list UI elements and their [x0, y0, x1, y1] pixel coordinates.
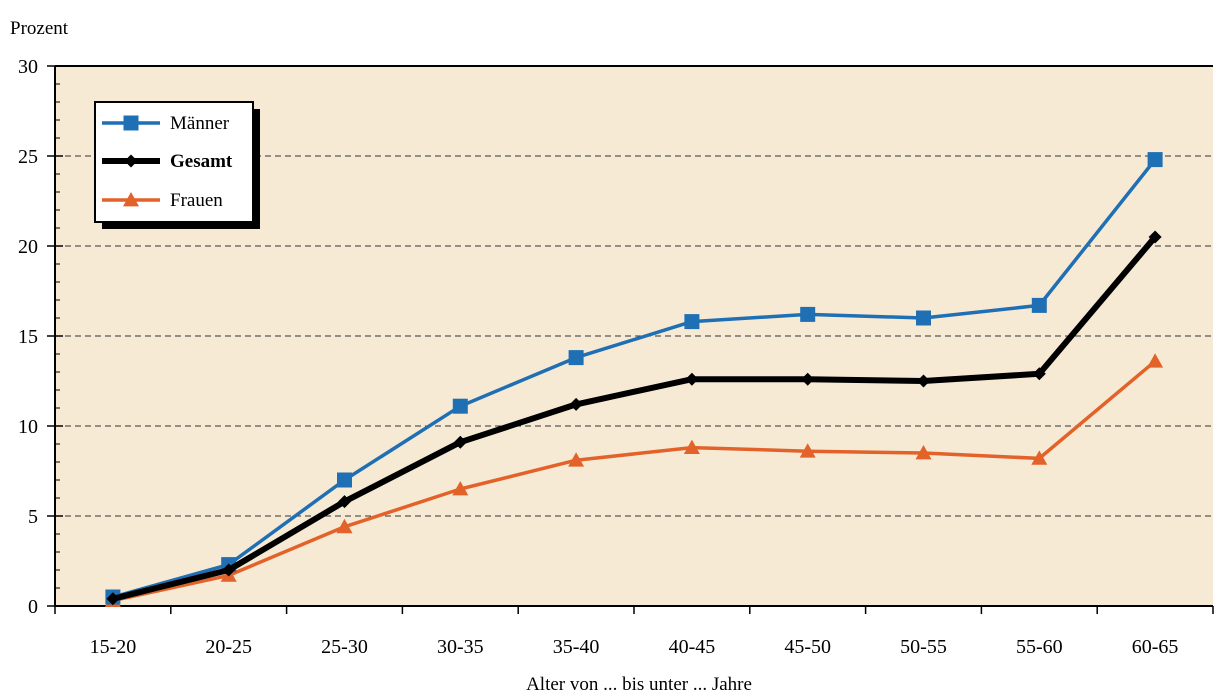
data-point-square — [1031, 297, 1047, 313]
data-point-triangle — [1147, 353, 1164, 368]
data-point-diamond — [338, 495, 351, 509]
data-point-triangle — [915, 445, 932, 460]
series-line — [112, 235, 1158, 602]
data-point-square — [452, 398, 468, 414]
data-point-diamond — [685, 372, 699, 386]
x-tick-label: 25-30 — [321, 636, 368, 658]
data-point-triangle — [123, 192, 139, 207]
legend-label: Gesamt — [170, 151, 233, 172]
data-point-diamond — [124, 154, 138, 168]
x-tick-label: 45-50 — [784, 636, 831, 658]
series-line — [112, 158, 1157, 599]
data-point-diamond — [1032, 367, 1046, 381]
data-point-triangle — [452, 481, 469, 496]
data-point-diamond — [801, 372, 815, 386]
data-point-square — [1147, 152, 1163, 168]
legend-label: Männer — [170, 113, 230, 134]
x-tick-label: 40-45 — [669, 636, 716, 658]
y-tick-label: 5 — [28, 506, 38, 528]
x-tick-label: 50-55 — [900, 636, 947, 658]
y-tick-label: 0 — [28, 596, 38, 618]
x-axis-title: Alter von ... bis unter ... Jahre — [526, 674, 752, 693]
y-tick-label: 15 — [18, 326, 38, 348]
data-point-diamond — [1148, 230, 1162, 244]
legend-item-gesamt: Gesamt — [102, 151, 233, 172]
data-point-square — [337, 472, 352, 488]
y-tick-label: 25 — [18, 146, 38, 168]
data-point-triangle — [799, 443, 816, 458]
series-gesamt — [106, 230, 1162, 606]
legend-label: Frauen — [170, 190, 223, 211]
data-point-triangle — [683, 439, 700, 454]
data-point-diamond — [569, 397, 583, 411]
series-line — [112, 359, 1157, 603]
legend-item-frauen: Frauen — [102, 190, 223, 211]
x-tick-label: 35-40 — [553, 636, 600, 658]
data-point-diamond — [106, 592, 120, 606]
data-point-triangle — [568, 452, 585, 467]
legend-item-männer: Männer — [102, 113, 230, 134]
data-point-diamond — [222, 563, 236, 577]
data-point-triangle — [336, 518, 353, 534]
data-point-diamond — [917, 374, 930, 388]
data-point-square — [684, 314, 700, 330]
y-axis-title: Prozent — [10, 18, 69, 39]
data-point-square — [916, 310, 931, 326]
y-tick-label: 10 — [18, 416, 38, 438]
x-tick-label: 30-35 — [437, 636, 484, 658]
x-tick-label: 60-65 — [1132, 636, 1179, 658]
x-tick-label: 55-60 — [1016, 636, 1063, 658]
data-point-diamond — [453, 435, 467, 449]
data-point-triangle — [1031, 450, 1048, 465]
y-tick-label: 20 — [18, 236, 38, 258]
x-tick-label: 15-20 — [90, 636, 137, 658]
data-point-square — [800, 306, 816, 322]
series-layer — [104, 152, 1164, 607]
x-tick-label: 20-25 — [205, 636, 252, 658]
y-tick-label: 30 — [18, 56, 38, 78]
axes: 0 5 10 15 20 25 30 15-20 20-25 25-30 30-35 35-40 40-… — [18, 56, 1214, 658]
data-point-square — [568, 350, 584, 366]
data-point-square — [123, 115, 139, 131]
legend: Männer Gesamt Frauen — [94, 101, 260, 229]
